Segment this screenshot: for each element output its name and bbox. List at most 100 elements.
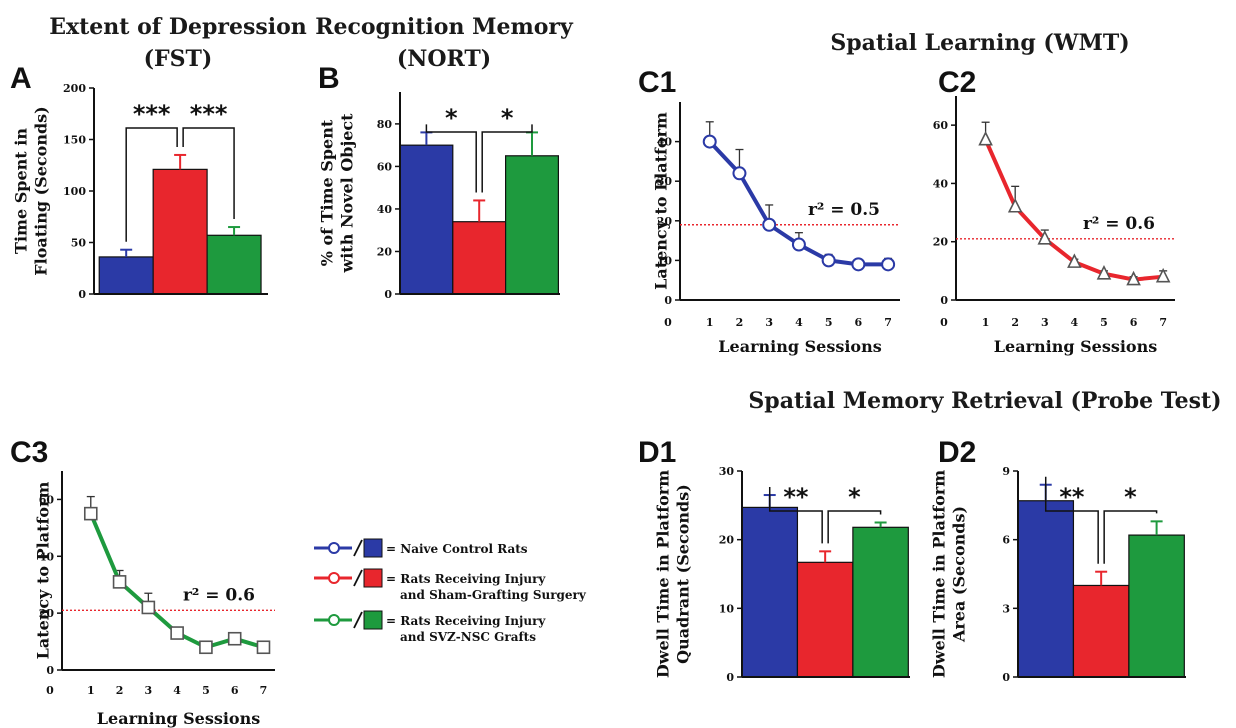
B-y-tick-label: 80 <box>377 118 393 131</box>
C2-x-tick-label: 5 <box>1100 316 1108 329</box>
B-title: Recognition Memory <box>315 14 574 40</box>
A-y-tick-label: 50 <box>71 237 87 250</box>
C1-y-tick-label: 0 <box>664 294 672 307</box>
C1-point <box>791 237 806 252</box>
C1-panel-label: C1 <box>638 66 676 99</box>
C1-y-tick-label: 30 <box>657 175 673 188</box>
D1-significance-label: * <box>848 483 861 511</box>
C3-x-tick-label: 0 <box>46 684 54 697</box>
C3-x-axis-label: Learning Sessions <box>97 709 260 728</box>
C3-point <box>141 600 156 615</box>
C1-x-tick-label: 1 <box>706 316 714 329</box>
B-y-tick-label: 20 <box>377 245 393 258</box>
C1-point <box>881 257 896 272</box>
legend-label: = Rats Receiving Injury <box>386 614 546 628</box>
A-bar <box>98 256 154 295</box>
B-bar <box>399 144 454 295</box>
D2-bar <box>1017 500 1075 678</box>
C3-point <box>112 575 127 589</box>
D1-y-tick-label: 10 <box>719 602 735 615</box>
C3-r2-annotation: r² = 0.6 <box>183 585 255 605</box>
legend-label: and SVZ-NSC Grafts <box>400 630 536 644</box>
A-bar <box>152 168 208 295</box>
A-y-tick-label: 200 <box>63 82 86 95</box>
D1-bar <box>741 506 799 678</box>
C1-point <box>762 217 777 232</box>
chart-c1: 0 10 20 30 40 C1 Latency to Platform 0 1 2 3 4 5 6 7Le… <box>638 66 900 356</box>
B-bar <box>505 155 560 295</box>
A-significance-bracket <box>125 127 178 242</box>
C3-y-tick-label: 60 <box>39 493 55 506</box>
chart-a: 0 50 100 150 200 A Time Spent in Floating (Seco… <box>10 14 307 301</box>
C3-y-axis-label: Latency to Platform <box>34 482 53 660</box>
D1-significance-label: ** <box>783 483 809 511</box>
legend-marker-swatch <box>328 542 340 554</box>
C2-x-tick-label: 3 <box>1041 316 1049 329</box>
section-title-spatial-learning: Spatial Learning (WMT) <box>830 30 1129 56</box>
A-y-tick-label: 100 <box>63 185 86 198</box>
C3-y-tick-label: 0 <box>46 664 54 677</box>
legend-bar-swatch <box>363 538 383 558</box>
C2-y-tick-label: 60 <box>933 119 949 132</box>
C2-point <box>1155 267 1171 283</box>
D2-significance-bracket <box>1044 476 1099 564</box>
legend-slash <box>353 569 363 587</box>
legend-marker-swatch <box>328 572 340 584</box>
C2-r2-annotation: r² = 0.6 <box>1083 214 1155 234</box>
B-bar <box>452 221 507 295</box>
C2-x-tick-label: 6 <box>1130 316 1138 329</box>
B-panel-label: B <box>318 62 340 95</box>
D2-y-tick-label: 3 <box>1002 602 1010 615</box>
D2-y-axis-label: Dwell Time in Platform <box>930 470 949 678</box>
D1-bar <box>852 526 909 678</box>
C3-x-tick-label: 6 <box>231 684 239 697</box>
C1-x-tick-label: 4 <box>795 316 803 329</box>
legend-bar-swatch <box>363 610 383 630</box>
D1-bar <box>796 561 854 678</box>
D2-y-tick-label: 6 <box>1002 534 1010 547</box>
C3-panel-label: C3 <box>10 436 48 469</box>
legend-bar-swatch <box>363 568 383 588</box>
A-bar <box>206 234 262 295</box>
C2-y-tick-label: 20 <box>933 236 949 249</box>
C1-x-tick-label: 3 <box>765 316 773 329</box>
C3-y-tick-label: 40 <box>39 550 55 563</box>
C1-r2-annotation: r² = 0.5 <box>808 200 880 220</box>
C2-point <box>978 130 993 146</box>
C2-point <box>1096 264 1112 280</box>
D2-panel-label: D2 <box>938 436 976 469</box>
B-y-axis-label: % of Time Spent <box>318 119 337 266</box>
D1-y-tick-label: 20 <box>719 534 735 547</box>
A-significance-bracket <box>182 127 235 220</box>
C2-x-tick-label: 1 <box>982 316 990 329</box>
B-title: (NORT) <box>397 46 491 72</box>
C2-point <box>1037 230 1053 245</box>
B-y-tick-label: 0 <box>384 288 392 301</box>
D1-significance-bracket <box>827 510 882 544</box>
legend: = Naive Control Rats = Rats Receiving Inj… <box>314 538 587 644</box>
legend-label: = Rats Receiving Injury <box>386 572 546 586</box>
chart-c3: 0 20 40 60 C3 Latency to Platform 0 1 2 3 4 5 6 7Lear… <box>10 436 275 728</box>
C1-y-tick-label: 10 <box>657 254 673 267</box>
C2-point <box>1007 197 1023 213</box>
C1-x-tick-label: 5 <box>825 316 833 329</box>
C2-point <box>1067 253 1082 268</box>
D2-significance-label: * <box>1124 483 1137 511</box>
C2-x-tick-label: 4 <box>1071 316 1079 329</box>
C1-x-tick-label: 6 <box>855 316 863 329</box>
C3-x-tick-label: 2 <box>116 684 124 697</box>
A-title: (FST) <box>144 46 213 72</box>
C3-point <box>170 626 184 640</box>
A-title: Extent of Depression <box>49 14 307 40</box>
section-title-probe-test: Spatial Memory Retrieval (Probe Test) <box>748 388 1221 414</box>
A-y-tick-label: 0 <box>78 288 86 301</box>
C2-y-tick-label: 40 <box>933 177 949 190</box>
D2-y-tick-label: 9 <box>1002 465 1010 478</box>
A-significance-label: *** <box>190 100 228 128</box>
B-y-tick-label: 40 <box>377 203 393 216</box>
D1-y-tick-label: 30 <box>719 465 735 478</box>
